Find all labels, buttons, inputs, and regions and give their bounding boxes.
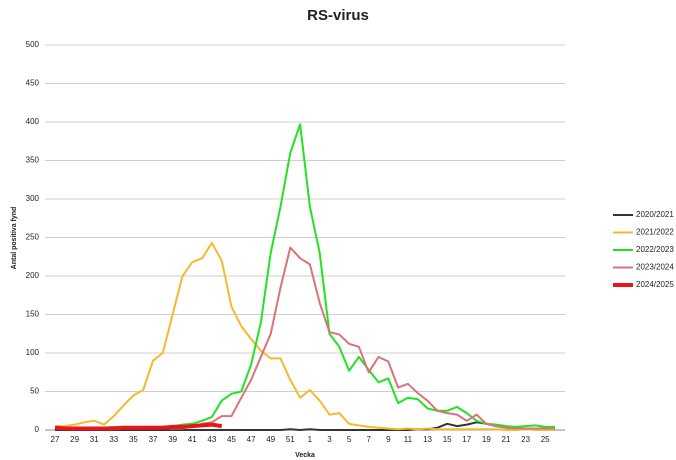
legend-label: 2022/2023 <box>636 245 674 254</box>
x-tick-label: 51 <box>286 435 295 444</box>
y-tick-label: 50 <box>30 387 39 396</box>
y-tick-label: 150 <box>26 310 40 319</box>
x-tick-label: 27 <box>51 435 60 444</box>
series-line <box>54 422 223 431</box>
x-tick-label: 39 <box>168 435 177 444</box>
y-tick-label: 300 <box>26 194 40 203</box>
series-line <box>55 241 555 431</box>
x-tick-label: 9 <box>386 435 391 444</box>
x-tick-label: 17 <box>462 435 471 444</box>
x-tick-label: 19 <box>482 435 491 444</box>
x-tick-label: 29 <box>70 435 79 444</box>
x-tick-label: 47 <box>247 435 256 444</box>
chart-title: RS-virus <box>307 7 369 24</box>
x-tick-label: 1 <box>308 435 313 444</box>
x-tick-label: 21 <box>502 435 511 444</box>
x-tick-label: 13 <box>423 435 432 444</box>
series-line <box>55 246 555 430</box>
y-tick-label: 200 <box>26 271 40 280</box>
y-axis-label: Antal positiva fynd <box>11 207 18 270</box>
y-tick-label: 500 <box>26 40 40 49</box>
legend-label: 2023/2024 <box>636 263 674 272</box>
legend-label: 2021/2022 <box>636 228 674 237</box>
x-tick-label: 23 <box>521 435 530 444</box>
x-tick-label: 15 <box>443 435 452 444</box>
x-tick-label: 49 <box>266 435 275 444</box>
y-tick-label: 350 <box>26 156 40 165</box>
x-tick-label: 5 <box>347 435 352 444</box>
y-tick-label: 100 <box>26 348 40 357</box>
x-tick-label: 35 <box>129 435 138 444</box>
x-tick-label: 11 <box>404 435 413 444</box>
x-tick-label: 37 <box>149 435 158 444</box>
x-tick-label: 41 <box>188 435 197 444</box>
x-tick-label: 33 <box>109 435 118 444</box>
y-tick-label: 0 <box>35 425 40 434</box>
y-tick-label: 450 <box>26 79 40 88</box>
y-tick-label: 400 <box>26 117 40 126</box>
x-tick-label: 45 <box>227 435 236 444</box>
x-tick-label: 43 <box>207 435 216 444</box>
legend-label: 2020/2021 <box>636 210 674 219</box>
x-tick-label: 25 <box>541 435 550 444</box>
series-line <box>55 421 555 431</box>
y-tick-label: 250 <box>26 233 40 242</box>
legend-label: 2024/2025 <box>636 280 674 289</box>
x-axis-label: Vecka <box>295 452 315 459</box>
x-tick-label: 7 <box>366 435 371 444</box>
x-tick-label: 3 <box>327 435 332 444</box>
x-tick-label: 31 <box>90 435 99 444</box>
